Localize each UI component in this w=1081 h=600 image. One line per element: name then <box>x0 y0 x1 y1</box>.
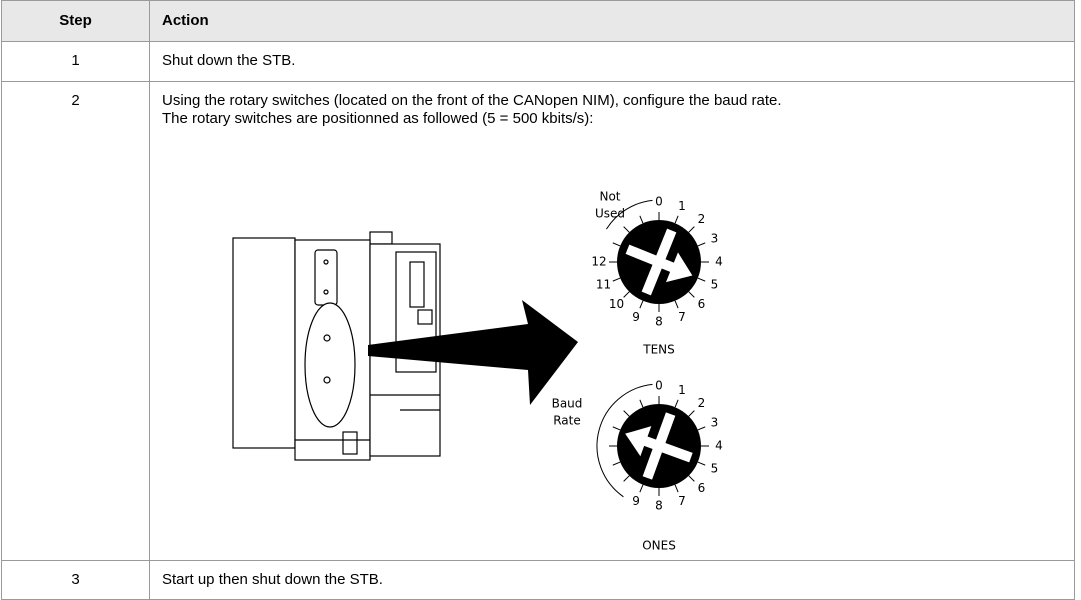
dial-tick <box>612 426 621 431</box>
range-label: Used <box>595 207 625 221</box>
dial-caption: ONES <box>642 539 676 553</box>
dial-tick <box>674 300 679 309</box>
range-label: Baud <box>552 397 583 411</box>
dial-tick <box>697 277 706 282</box>
arrow-bar <box>641 228 677 296</box>
dial-position-label: 6 <box>698 481 706 495</box>
dial-tick <box>639 300 644 309</box>
dial-tick <box>612 461 621 466</box>
dial-position-label: 12 <box>591 255 606 269</box>
dial-position-label: 4 <box>715 255 723 269</box>
dial-tick <box>688 475 695 482</box>
dial-position-label: 5 <box>711 277 719 291</box>
action-text: Using the rotary switches (located on th… <box>162 92 782 109</box>
action-text: The rotary switches are positionned as f… <box>162 110 594 127</box>
dial-position-label: 0 <box>655 379 663 393</box>
dial-tick <box>697 242 706 247</box>
dial-position-label: 2 <box>698 396 706 410</box>
action-text: Shut down the STB. <box>162 52 296 69</box>
dial-tick <box>612 242 621 247</box>
action-cell: Start up then shut down the STB. <box>149 560 1075 600</box>
dial-tick <box>674 215 679 224</box>
header-cell: Action <box>149 0 1075 42</box>
dial-position-label: 3 <box>711 416 719 430</box>
dial-position-label: 8 <box>655 315 663 329</box>
dial-position-label: 1 <box>678 199 686 213</box>
dial-position-label: 7 <box>678 310 686 324</box>
dial-tick <box>623 226 630 233</box>
range-arc <box>596 383 653 498</box>
range-label: Not <box>599 190 620 204</box>
dial-position-label: 2 <box>698 212 706 226</box>
dial-arrow <box>625 228 693 296</box>
dial-tick <box>612 277 621 282</box>
dial-position-label: 3 <box>711 232 719 246</box>
dial-tick <box>623 291 630 298</box>
dial-tick <box>623 475 630 482</box>
action-text: Start up then shut down the STB. <box>162 571 383 588</box>
dial-caption: TENS <box>642 343 675 357</box>
header-cell: Step <box>1 0 150 42</box>
step-cell: 1 <box>1 41 150 82</box>
dial-tick <box>623 410 630 417</box>
step-cell: 3 <box>1 560 150 600</box>
dial-tick <box>639 215 644 224</box>
dial-tick <box>688 291 695 298</box>
pointer-arrow <box>368 300 578 405</box>
dial-tick <box>688 226 695 233</box>
dial-position-label: 9 <box>632 310 640 324</box>
dial-position-label: 1 <box>678 383 686 397</box>
dial-position-label: 0 <box>655 195 663 209</box>
action-cell: Shut down the STB. <box>149 41 1075 82</box>
dial-position-label: 5 <box>711 461 719 475</box>
dial-arrow <box>625 412 693 480</box>
range-label: Rate <box>553 414 581 428</box>
dial-position-label: 10 <box>609 297 624 311</box>
dial-tick <box>688 410 695 417</box>
dial-position-label: 7 <box>678 494 686 508</box>
dial-tick <box>639 399 644 408</box>
dial-position-label: 4 <box>715 439 723 453</box>
step-cell: 2 <box>1 81 150 561</box>
action-cell: Using the rotary switches (located on th… <box>149 81 1075 561</box>
dial-tick <box>697 461 706 466</box>
range-arc <box>605 199 653 230</box>
dial-tick <box>674 399 679 408</box>
dial-tick <box>639 484 644 493</box>
dial-position-label: 8 <box>655 499 663 513</box>
dial-position-label: 6 <box>698 297 706 311</box>
dial-tick <box>697 426 706 431</box>
dial-position-label: 11 <box>596 277 611 291</box>
dial-tick <box>674 484 679 493</box>
arrow-bar <box>642 412 676 480</box>
dial-position-label: 9 <box>632 494 640 508</box>
